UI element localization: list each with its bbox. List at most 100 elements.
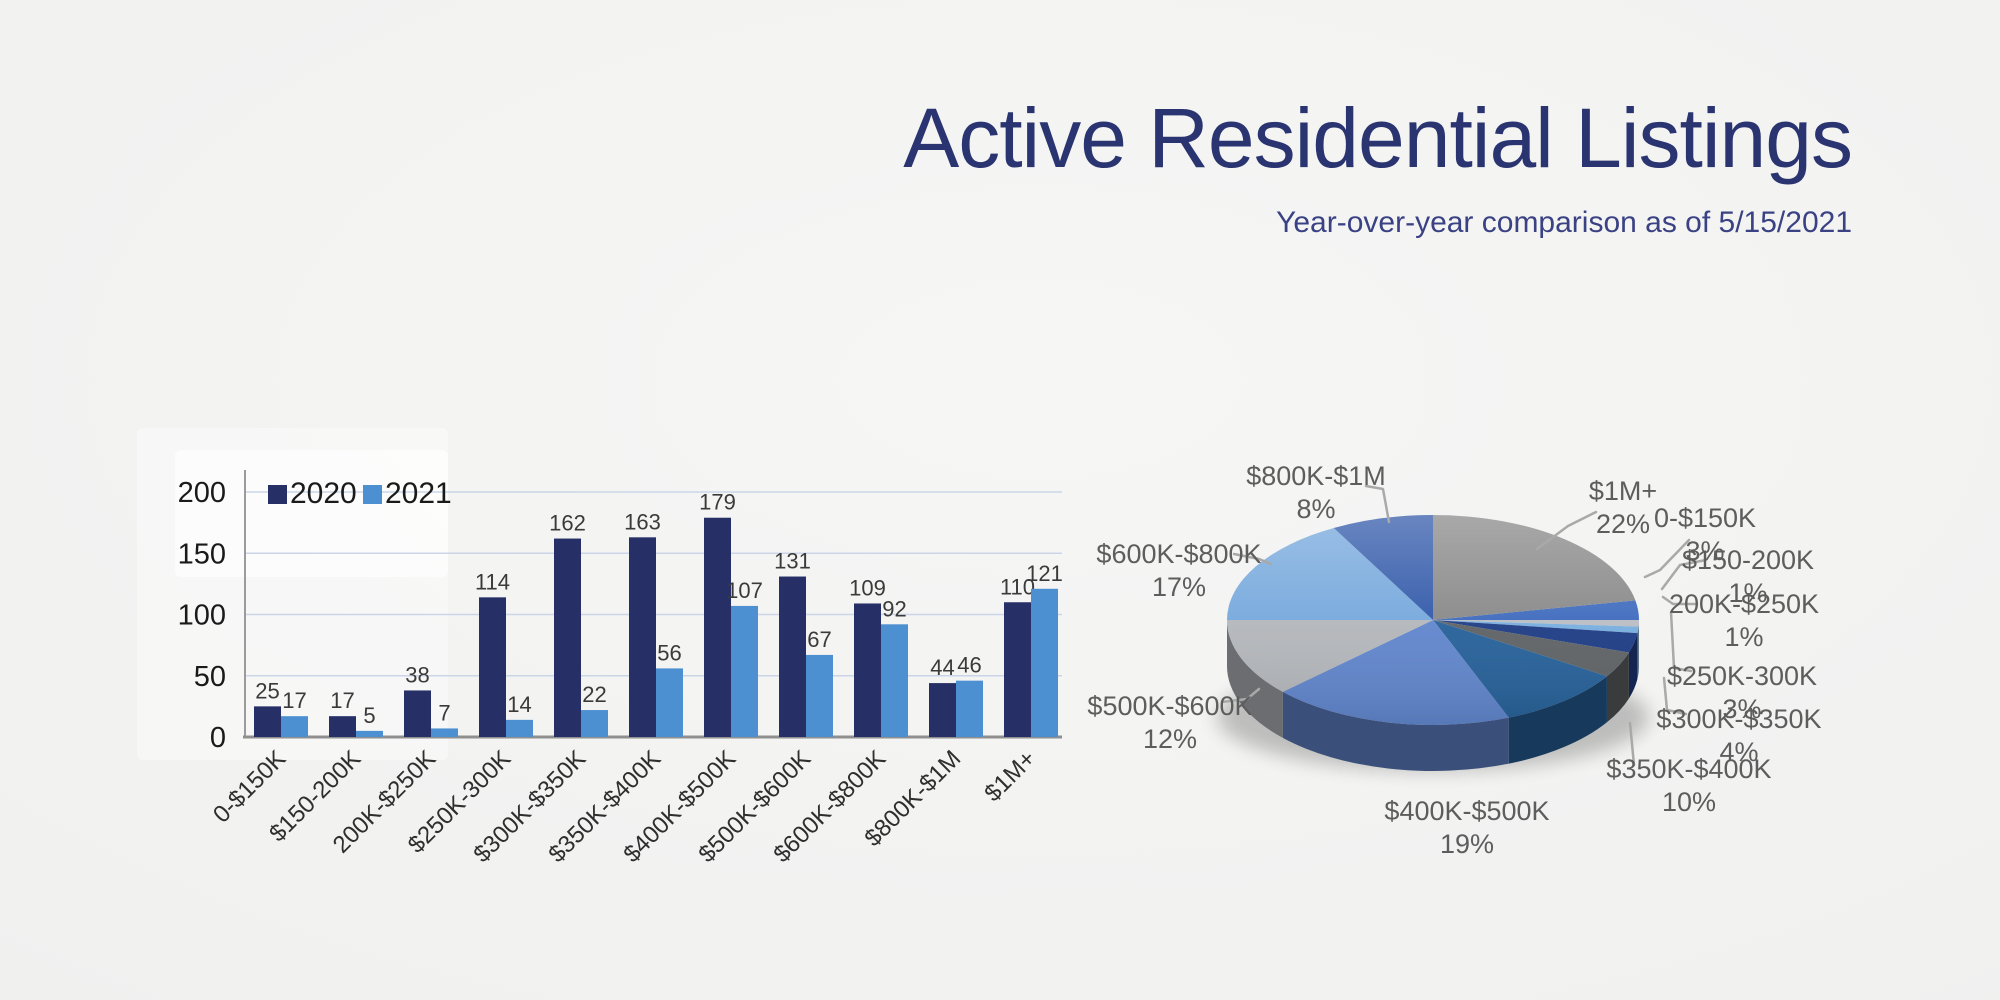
bar-value-label: 46 (957, 653, 981, 678)
bar-value-label: 131 (774, 549, 811, 574)
pie-label-$350K-$400K: $350K-$400K 10% (1606, 753, 1771, 819)
pie-label-name: $300K-$350K (1656, 704, 1822, 734)
bar-2020-$500K-$600K (779, 576, 806, 737)
pie-callout-$500K-$600K (1220, 687, 1261, 704)
bar-value-label: 114 (475, 569, 510, 594)
bar-2020-0-$150K (254, 706, 281, 737)
bar-2020-$350K-$400K (629, 537, 656, 737)
bar-2020-200K-$250K (404, 690, 431, 737)
pie-label-name: $600K-$800K (1096, 539, 1262, 569)
pie-slice-side-$250K-300K (1628, 633, 1638, 699)
bar-value-label: 162 (549, 511, 586, 536)
x-tick-label: $1M+ (979, 745, 1041, 807)
bar-value-label: 163 (624, 509, 661, 534)
pie-callout-$150-200K (1660, 558, 1708, 591)
bar-value-label: 110 (1000, 574, 1035, 599)
bar-value-label: 17 (330, 688, 354, 713)
bar-value-label: 121 (1026, 561, 1063, 586)
bar-value-label: 5 (363, 703, 375, 728)
pie-callout-200K-$250K (1661, 595, 1699, 606)
pie-label-$1M+: $1M+ 22% (1589, 475, 1657, 541)
bar-2020-$600K-$800K (854, 603, 881, 737)
legend-swatch-2021 (363, 485, 382, 504)
pie-label-name: $350K-$400K (1606, 754, 1772, 784)
legend-label: 2020 (290, 477, 357, 510)
bar-2021-$500K-$600K (806, 654, 833, 737)
pie-label-0-$150K: 0-$150K 3% (1654, 502, 1756, 568)
bar-chart: 0 50 100 150 200 25 17 38 114 162 163 179 131 109 44 11… (120, 430, 1080, 900)
title-block: Active Residential Listings Year-over-ye… (903, 91, 1853, 240)
bar-value-label: 179 (699, 490, 736, 515)
pie-label-percent: 1% (1724, 622, 1764, 652)
pie-callout-$1M+ (1535, 510, 1598, 551)
pie-label-name: $500K-$600K (1087, 691, 1253, 721)
pie-label-percent: 3% (1685, 536, 1725, 566)
pie-sheen (1227, 515, 1639, 725)
y-tick-label: 50 (194, 661, 226, 693)
pie-label-name: $800K-$1M (1246, 461, 1386, 491)
pie-label-200K-$250K: 200K-$250K 1% (1669, 588, 1819, 654)
pie-callout-$350K-$400K (1628, 721, 1636, 767)
pie-label-name: $250K-300K (1666, 661, 1818, 691)
pie-label-$600K-$800K: $600K-$800K 17% (1096, 538, 1261, 604)
pie-label-$500K-$600K: $500K-$600K 12% (1087, 690, 1252, 756)
bar-2021-$600K-$800K (881, 624, 908, 737)
pie-label-percent: 10% (1661, 787, 1717, 817)
bar-2021-$800K-$1M (956, 680, 983, 737)
bar-2021-0-$150K (281, 716, 308, 737)
bar-value-label: 44 (930, 655, 954, 680)
bar-value-label: 7 (438, 700, 450, 725)
y-tick-label: 0 (210, 722, 226, 754)
bar-2021-200K-$250K (431, 728, 458, 737)
pie-label-$800K-$1M: $800K-$1M 8% (1246, 460, 1386, 526)
pie-label-percent: 17% (1151, 572, 1207, 602)
pie-label-$250K-300K: $250K-300K 3% (1667, 660, 1817, 726)
pie-callout-$300K-$350K (1662, 676, 1688, 716)
bar-value-label: 25 (255, 678, 279, 703)
pie-label-name: $400K-$500K (1384, 796, 1550, 826)
legend-swatch-2020 (268, 485, 287, 504)
pie-callout-$800K-$1M (1364, 484, 1391, 524)
bar-2021-$250K-300K (506, 719, 533, 737)
bar-2021-$300K-$350K (581, 710, 608, 737)
bar-value-label: 17 (282, 688, 306, 713)
bar-2020-$300K-$350K (554, 538, 581, 737)
bar-value-label: 38 (405, 662, 429, 687)
bar-value-label: 67 (807, 627, 831, 652)
pie-slice-side-$300K-$350K (1606, 652, 1629, 723)
bar-2021-$350K-$400K (656, 668, 683, 737)
pie-label-name: 200K-$250K (1668, 589, 1820, 619)
bar-2020-$250K-300K (479, 597, 506, 737)
pie-label-percent: 3% (1722, 694, 1762, 724)
pie-label-percent: 4% (1719, 737, 1759, 767)
background-panel-inner (175, 450, 448, 577)
bar-value-label: 92 (882, 596, 906, 621)
page-subtitle: Year-over-year comparison as of 5/15/202… (1276, 206, 1852, 240)
bar-2020-$400K-$500K (704, 517, 731, 737)
y-tick-label: 150 (178, 538, 226, 570)
pie-label-$150-200K: $150-200K 1% (1682, 544, 1814, 610)
pie-label-name: $150-200K (1681, 545, 1815, 575)
pie-chart: 0-$150K 3% $150-200K 1% 200K-$250K 1% $250K-30… (1080, 430, 1960, 900)
y-tick-label: 100 (178, 600, 226, 632)
pie-chart-svg (1217, 484, 1708, 771)
bar-value-label: 107 (726, 578, 763, 603)
bar-2021-$1M+ (1031, 588, 1058, 737)
pie-label-$400K-$500K: $400K-$500K 19% (1384, 795, 1549, 861)
pie-label-percent: 12% (1142, 724, 1198, 754)
bar-2020-$150-200K (329, 716, 356, 737)
page-title: Active Residential Listings (903, 91, 1853, 185)
bar-2021-$150-200K (356, 730, 383, 737)
pie-label-name: 0-$150K (1653, 503, 1757, 533)
pie-slice-side-200K-$250K (1637, 626, 1639, 680)
pie-label-percent: 8% (1296, 494, 1336, 524)
pie-slice-side-$350K-$400K (1508, 676, 1607, 764)
bar-2020-$800K-$1M (929, 683, 956, 737)
bar-2020-$1M+ (1004, 602, 1031, 737)
pie-slice-side-$400K-$500K (1282, 691, 1509, 771)
bar-2021-$400K-$500K (731, 605, 758, 737)
bar-value-label: 109 (849, 575, 886, 600)
pie-label-name: $1M+ (1588, 476, 1658, 506)
